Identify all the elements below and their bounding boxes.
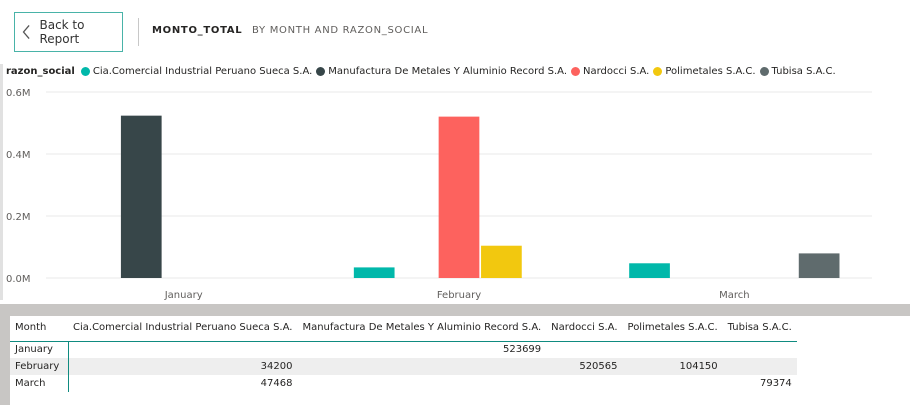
legend-item-cia-comercial[interactable]: Cia.Comercial Industrial Peruano Sueca S… <box>80 65 313 77</box>
data-table-panel: Month Cia.Comercial Industrial Peruano S… <box>10 316 910 405</box>
legend-dot-icon <box>571 66 581 76</box>
legend-item-nardocci[interactable]: Nardocci S.A. <box>571 66 649 77</box>
chart-legend: razon_social Cia.Comercial Industrial Pe… <box>6 64 840 78</box>
legend-label: Tubisa S.A.C. <box>771 65 836 77</box>
table-cell: 104150 <box>622 358 723 375</box>
table-cell-month: March <box>10 375 69 392</box>
table-cell <box>297 375 546 392</box>
clustered-column-chart: 0.0M 0.2M 0.4M 0.6M January February March <box>6 88 872 301</box>
legend-dot-icon <box>653 66 663 76</box>
page-left-edge <box>0 0 3 300</box>
y-tick-label: 0.6M <box>6 88 31 99</box>
bar-february-series-0 <box>353 267 395 278</box>
y-tick-label: 0.0M <box>6 274 31 285</box>
header-divider <box>138 18 139 46</box>
legend-label: Nardocci S.A. <box>583 65 650 77</box>
data-table: Month Cia.Comercial Industrial Peruano S… <box>10 316 797 392</box>
legend-dot-icon <box>316 66 326 76</box>
column-header-cia-comercial[interactable]: Cia.Comercial Industrial Peruano Sueca S… <box>68 316 298 342</box>
table-cell <box>297 358 547 375</box>
legend-dot-icon <box>80 66 90 76</box>
table-cell <box>623 375 723 392</box>
table-cell-month: February <box>10 358 69 375</box>
measure-title: MONTO_TOTAL <box>152 25 243 36</box>
x-tick-label: January <box>164 290 203 301</box>
legend-item-polimetales[interactable]: Polimetales S.A.C. <box>653 65 756 77</box>
table-cell <box>68 341 297 358</box>
table-cell <box>546 341 622 358</box>
back-to-report-button[interactable]: Back to Report <box>14 12 123 52</box>
column-header-nardocci[interactable]: Nardocci S.A. <box>546 316 623 342</box>
table-row: January 523699 <box>10 341 797 358</box>
bar-march-series-0 <box>629 263 670 278</box>
table-cell-month: January <box>10 341 69 358</box>
legend-item-manufactura[interactable]: Manufactura De Metales Y Aluminio Record… <box>316 66 567 77</box>
y-tick-label: 0.2M <box>6 212 31 223</box>
breakdown-subtitle: BY MONTH AND RAZON_SOCIAL <box>252 25 429 36</box>
bar-february-series-2 <box>438 116 480 278</box>
bar-march-series-4 <box>798 253 840 278</box>
table-header-row: Month Cia.Comercial Industrial Peruano S… <box>10 316 797 342</box>
legend-title: razon_social <box>6 65 75 77</box>
column-header-tubisa[interactable]: Tubisa S.A.C. <box>722 316 797 342</box>
column-header-month[interactable]: Month <box>10 316 68 342</box>
legend-label: Polimetales S.A.C. <box>665 65 756 77</box>
bar-february-series-3 <box>481 245 522 278</box>
bar-january-series-1 <box>120 115 162 278</box>
chevron-left-icon <box>22 25 30 39</box>
table-cell: 520565 <box>546 358 623 375</box>
header-bar: Back to Report MONTO_TOTAL BY MONTH AND … <box>0 0 910 64</box>
y-tick-label: 0.4M <box>6 150 31 161</box>
legend-item-tubisa[interactable]: Tubisa S.A.C. <box>759 65 836 77</box>
table-row: March 47468 79374 <box>10 375 797 392</box>
legend-label: Cia.Comercial Industrial Peruano Sueca S… <box>92 65 313 77</box>
legend-label: Manufactura De Metales Y Aluminio Record… <box>328 65 568 77</box>
table-cell: 34200 <box>68 358 298 375</box>
x-tick-label: March <box>719 290 749 301</box>
legend-dot-icon <box>759 66 769 76</box>
back-button-label: Back to Report <box>39 18 85 46</box>
table-cell: 47468 <box>260 378 293 389</box>
table-cell <box>722 358 797 375</box>
table-cell: 79374 <box>759 378 792 389</box>
table-cell <box>723 341 797 358</box>
column-header-manufactura[interactable]: Manufactura De Metales Y Aluminio Record… <box>297 316 547 342</box>
table-cell <box>623 341 723 358</box>
column-header-polimetales[interactable]: Polimetales S.A.C. <box>622 316 723 342</box>
table-cell <box>546 375 622 392</box>
table-row: February 34200 520565 104150 <box>10 358 797 375</box>
x-tick-label: February <box>437 290 481 301</box>
table-cell: 523699 <box>502 344 542 356</box>
